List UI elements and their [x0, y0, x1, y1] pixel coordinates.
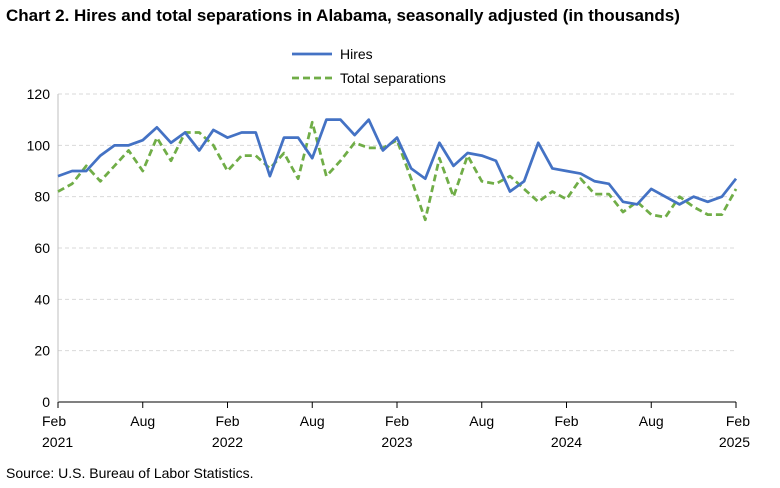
x-tick-label: Feb	[385, 413, 409, 429]
y-tick-label: 120	[27, 86, 51, 102]
series-line-hires	[57, 118, 738, 206]
x-tick-label: Aug	[639, 413, 664, 429]
x-tick-label: Feb	[554, 413, 578, 429]
source-note: Source: U.S. Bureau of Labor Statistics.	[6, 465, 254, 481]
y-tick-label: 100	[27, 137, 51, 153]
x-tick-year-label: 2022	[212, 434, 243, 450]
series-lines	[57, 118, 738, 222]
x-tick-year-label: 2024	[551, 434, 582, 450]
x-tick-label: Aug	[130, 413, 155, 429]
x-tick-label: Feb	[215, 413, 239, 429]
legend-label: Hires	[340, 46, 373, 62]
y-tick-label: 0	[42, 394, 50, 410]
legend-label: Total separations	[340, 70, 446, 86]
x-tick-label: Feb	[726, 413, 750, 429]
x-tick-year-label: 2025	[719, 434, 750, 450]
y-tick-label: 40	[34, 291, 50, 307]
x-tick-label: Feb	[42, 413, 66, 429]
chart-title: Chart 2. Hires and total separations in …	[6, 6, 680, 25]
x-tick-year-label: 2023	[381, 434, 412, 450]
tick-labels: 0 20 40 60 80 100 120 Feb 2021 Aug Feb 2022 Aug Feb 20…	[27, 86, 751, 450]
y-tick-label: 60	[34, 240, 50, 256]
y-tick-label: 80	[34, 189, 50, 205]
x-tick-label: Aug	[300, 413, 325, 429]
x-tick-label: Aug	[469, 413, 494, 429]
axes	[57, 94, 737, 408]
legend: Hires Total separations	[292, 46, 446, 86]
gridlines	[58, 93, 736, 352]
x-tick-year-label: 2021	[42, 434, 73, 450]
series-line-total-separations	[57, 120, 738, 222]
y-tick-label: 20	[34, 343, 50, 359]
